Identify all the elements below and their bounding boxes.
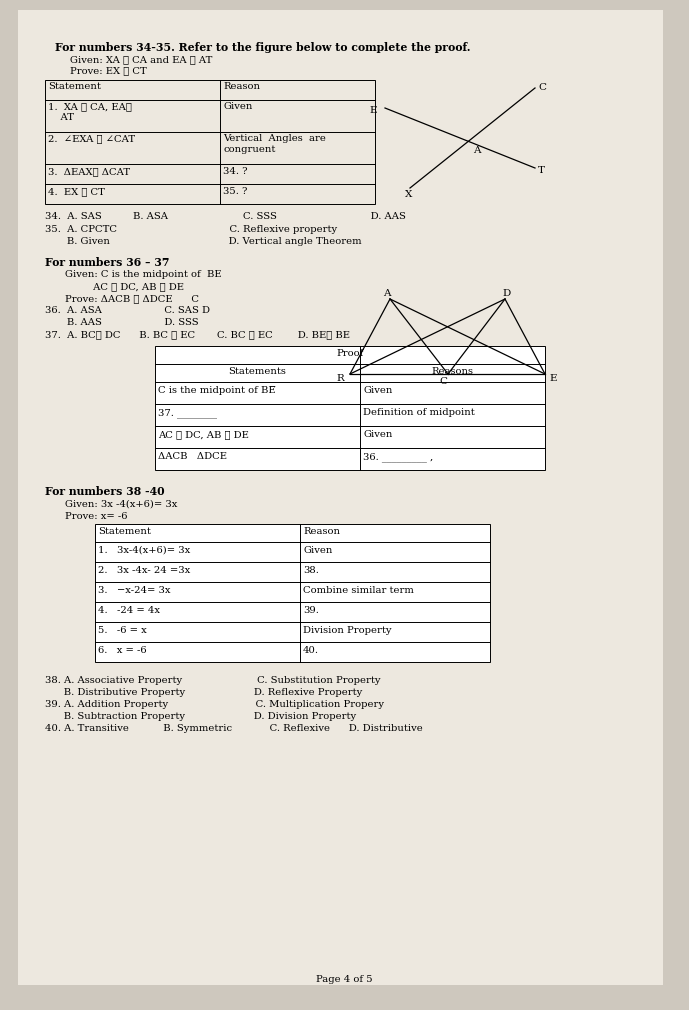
Text: 1.   3x-4(x+6)= 3x: 1. 3x-4(x+6)= 3x — [98, 546, 190, 556]
Text: 6.   x = -6: 6. x = -6 — [98, 646, 147, 655]
Bar — [45, 80, 375, 204]
Text: Definition of midpoint: Definition of midpoint — [363, 408, 475, 417]
Text: 36. _________ ,: 36. _________ , — [363, 452, 433, 462]
Text: 39. A. Addition Property                            C. Multiplication Propery: 39. A. Addition Property C. Multiplicati… — [45, 700, 384, 709]
Text: 40.: 40. — [303, 646, 319, 655]
Text: Prove: x= -6: Prove: x= -6 — [65, 512, 127, 521]
Text: C: C — [439, 377, 447, 386]
Text: R: R — [336, 374, 344, 383]
Text: 37. ________: 37. ________ — [158, 408, 217, 418]
Text: 35. ?: 35. ? — [223, 187, 247, 196]
Text: Given: C is the midpoint of  BE: Given: C is the midpoint of BE — [65, 270, 222, 279]
Text: 4.  EX ≅ CT: 4. EX ≅ CT — [48, 187, 105, 196]
Text: Combine similar term: Combine similar term — [303, 586, 414, 595]
Text: 39.: 39. — [303, 606, 319, 615]
Text: B. Given                                      D. Vertical angle Theorem: B. Given D. Vertical angle Theorem — [45, 237, 362, 246]
Text: Given: Given — [363, 430, 392, 439]
Text: E: E — [549, 374, 557, 383]
Text: Prove: EX ≅ CT: Prove: EX ≅ CT — [70, 66, 147, 75]
Text: ΔACB   ΔDCE: ΔACB ΔDCE — [158, 452, 227, 461]
Text: Given: Given — [363, 386, 392, 395]
Text: Reason: Reason — [303, 527, 340, 536]
Text: Prove: ΔACB ≅ ΔDCE      C: Prove: ΔACB ≅ ΔDCE C — [65, 294, 199, 303]
Text: Division Property: Division Property — [303, 626, 391, 635]
Text: B. Distributive Property                      D. Reflexive Property: B. Distributive Property D. Reflexive Pr… — [45, 688, 362, 697]
Text: C is the midpoint of BE̅: C is the midpoint of BE̅ — [158, 386, 276, 395]
Text: 38.: 38. — [303, 566, 319, 575]
Text: Statement: Statement — [98, 527, 151, 536]
Text: 2.  ∠EXA ≅ ∠CAT: 2. ∠EXA ≅ ∠CAT — [48, 134, 135, 143]
Text: Given: Given — [223, 102, 252, 111]
Text: 34.  A. SAS          B. ASA                        C. SSS                       : 34. A. SAS B. ASA C. SSS — [45, 212, 406, 221]
Text: B. Subtraction Property                      D. Division Property: B. Subtraction Property D. Division Prop… — [45, 712, 356, 721]
Text: Reasons: Reasons — [431, 367, 473, 376]
Text: Page 4 of 5: Page 4 of 5 — [316, 975, 372, 984]
Text: 35.  A. CPCTC                                    C. Reflexive property: 35. A. CPCTC C. Reflexive property — [45, 225, 337, 234]
Text: D: D — [503, 289, 511, 298]
Text: B. AAS                    D. SSS: B. AAS D. SSS — [45, 318, 198, 327]
Text: Vertical  Angles  are: Vertical Angles are — [223, 134, 326, 143]
Text: 37.  A. BC≅ DC      B. BC ≅ EC       C. BC ≅ EC        D. BE≅ BE: 37. A. BC≅ DC B. BC ≅ EC C. BC ≅ EC D. B… — [45, 330, 350, 339]
Text: C: C — [538, 83, 546, 92]
Text: X: X — [405, 190, 413, 199]
Text: Given: Given — [303, 546, 332, 556]
Text: 38. A. Associative Property                        C. Substitution Property: 38. A. Associative Property C. Substitut… — [45, 676, 380, 685]
Text: Given: 3x -4(x+6)= 3x: Given: 3x -4(x+6)= 3x — [65, 500, 177, 509]
Text: 1.  XA ≅ CA, EA≅: 1. XA ≅ CA, EA≅ — [48, 102, 132, 111]
Text: AT: AT — [48, 113, 74, 122]
Text: AC ≅ DC, AB ≅ DE: AC ≅ DC, AB ≅ DE — [65, 282, 184, 291]
Text: 4.   -24 = 4x: 4. -24 = 4x — [98, 606, 160, 615]
Text: For numbers 34-35. Refer to the figure below to complete the proof.: For numbers 34-35. Refer to the figure b… — [55, 42, 471, 53]
Text: 34. ?: 34. ? — [223, 167, 247, 176]
Text: 3.  ΔEAX≅ ΔCAT: 3. ΔEAX≅ ΔCAT — [48, 167, 130, 176]
Text: AC ≅ DC, AB ≅ DE: AC ≅ DC, AB ≅ DE — [158, 430, 249, 439]
Text: Given: XA ≅ CA and EA ≅ AT: Given: XA ≅ CA and EA ≅ AT — [70, 55, 212, 64]
Text: Proof: Proof — [336, 349, 364, 358]
Text: Statement: Statement — [48, 82, 101, 91]
Bar — [155, 346, 545, 470]
Text: 5.   -6 = x: 5. -6 = x — [98, 626, 147, 635]
Text: Reason: Reason — [223, 82, 260, 91]
Text: 3.   −x-24= 3x: 3. −x-24= 3x — [98, 586, 170, 595]
Text: For numbers 36 – 37: For numbers 36 – 37 — [45, 257, 169, 268]
Text: A: A — [383, 289, 391, 298]
Bar — [95, 524, 490, 662]
Text: T: T — [538, 166, 545, 175]
Text: For numbers 38 -40: For numbers 38 -40 — [45, 486, 165, 497]
Text: congruent: congruent — [223, 145, 276, 154]
Text: A: A — [473, 146, 480, 155]
Text: 36.  A. ASA                    C. SAS D: 36. A. ASA C. SAS D — [45, 306, 210, 315]
Text: 2.   3x -4x- 24 =3x: 2. 3x -4x- 24 =3x — [98, 566, 190, 575]
Text: 40. A. Transitive           B. Symmetric            C. Reflexive      D. Distrib: 40. A. Transitive B. Symmetric C. Reflex… — [45, 724, 423, 733]
Text: Statements: Statements — [229, 367, 287, 376]
Text: E: E — [369, 106, 377, 115]
